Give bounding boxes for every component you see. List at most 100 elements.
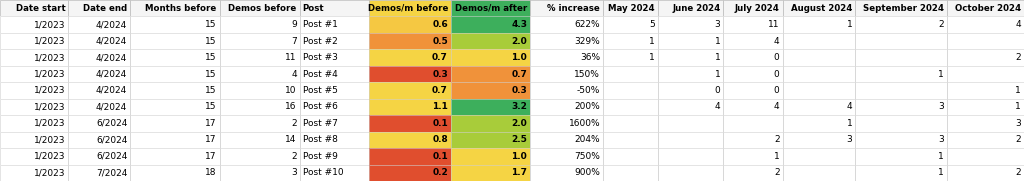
Text: 0: 0 — [715, 86, 720, 95]
Text: 1/2023: 1/2023 — [34, 20, 66, 29]
Bar — [369, 66, 451, 82]
Text: 0: 0 — [774, 86, 779, 95]
Text: August 2024: August 2024 — [792, 4, 852, 13]
Bar — [0, 33, 1024, 49]
Bar — [130, 165, 219, 181]
Bar — [451, 82, 530, 99]
Bar — [69, 99, 130, 115]
Bar — [657, 99, 723, 115]
Text: 3: 3 — [715, 20, 720, 29]
Bar — [451, 82, 530, 99]
Text: 1/2023: 1/2023 — [34, 168, 66, 177]
Text: Demos/m before: Demos/m before — [368, 4, 447, 13]
Text: 11: 11 — [768, 20, 779, 29]
Bar — [530, 0, 603, 16]
Bar — [451, 66, 530, 82]
Text: 1: 1 — [1015, 102, 1021, 111]
Bar — [0, 132, 69, 148]
Text: 0.1: 0.1 — [432, 152, 447, 161]
Bar — [530, 33, 603, 49]
Bar — [0, 99, 1024, 115]
Bar — [782, 115, 855, 132]
Bar — [130, 0, 219, 16]
Bar — [657, 49, 723, 66]
Text: 0.7: 0.7 — [511, 70, 527, 79]
Bar — [0, 66, 1024, 82]
Bar — [946, 16, 1024, 33]
Bar — [369, 0, 451, 16]
Bar — [130, 33, 219, 49]
Text: 15: 15 — [205, 20, 216, 29]
Text: 11: 11 — [286, 53, 297, 62]
Text: 17: 17 — [205, 119, 216, 128]
Bar — [782, 99, 855, 115]
Bar — [657, 148, 723, 165]
Bar — [300, 16, 369, 33]
Bar — [300, 82, 369, 99]
Bar — [369, 148, 451, 165]
Text: 17: 17 — [205, 152, 216, 161]
Bar — [130, 99, 219, 115]
Text: 2.0: 2.0 — [511, 119, 527, 128]
Text: 4: 4 — [1016, 20, 1021, 29]
Bar — [300, 33, 369, 49]
Text: 1600%: 1600% — [568, 119, 600, 128]
Bar — [855, 0, 946, 16]
Bar — [530, 165, 603, 181]
Bar — [782, 33, 855, 49]
Text: 1.0: 1.0 — [511, 152, 527, 161]
Text: Post #3: Post #3 — [303, 53, 338, 62]
Text: Date end: Date end — [83, 4, 127, 13]
Bar — [0, 66, 69, 82]
Bar — [530, 82, 603, 99]
Text: 1.0: 1.0 — [511, 53, 527, 62]
Bar — [530, 132, 603, 148]
Bar — [130, 82, 219, 99]
Bar — [369, 82, 451, 99]
Bar — [657, 16, 723, 33]
Bar — [782, 148, 855, 165]
Text: 622%: 622% — [574, 20, 600, 29]
Bar — [219, 132, 300, 148]
Bar — [69, 0, 130, 16]
Text: 7: 7 — [291, 37, 297, 46]
Text: 2.5: 2.5 — [511, 135, 527, 144]
Text: Demos before: Demos before — [228, 4, 297, 13]
Text: Post #6: Post #6 — [303, 102, 338, 111]
Bar — [855, 148, 946, 165]
Text: 3: 3 — [938, 102, 943, 111]
Bar — [855, 16, 946, 33]
Text: 2: 2 — [291, 152, 297, 161]
Text: 1.1: 1.1 — [432, 102, 447, 111]
Bar — [723, 165, 782, 181]
Text: 1: 1 — [715, 53, 720, 62]
Text: 17: 17 — [205, 135, 216, 144]
Bar — [0, 99, 69, 115]
Text: 1: 1 — [649, 37, 654, 46]
Bar — [451, 132, 530, 148]
Bar — [723, 115, 782, 132]
Bar — [369, 33, 451, 49]
Bar — [723, 49, 782, 66]
Text: 1: 1 — [938, 70, 943, 79]
Bar — [130, 16, 219, 33]
Bar — [69, 165, 130, 181]
Text: 4: 4 — [847, 102, 852, 111]
Text: 2: 2 — [774, 168, 779, 177]
Bar — [0, 82, 1024, 99]
Text: 150%: 150% — [574, 70, 600, 79]
Bar — [451, 16, 530, 33]
Bar — [603, 115, 657, 132]
Text: Months before: Months before — [145, 4, 216, 13]
Bar — [855, 49, 946, 66]
Bar — [369, 165, 451, 181]
Bar — [451, 33, 530, 49]
Bar — [723, 0, 782, 16]
Text: 2: 2 — [1016, 135, 1021, 144]
Bar — [219, 148, 300, 165]
Text: Post #8: Post #8 — [303, 135, 338, 144]
Text: 0.6: 0.6 — [432, 20, 447, 29]
Bar — [130, 66, 219, 82]
Text: 0.5: 0.5 — [432, 37, 447, 46]
Bar — [0, 16, 1024, 33]
